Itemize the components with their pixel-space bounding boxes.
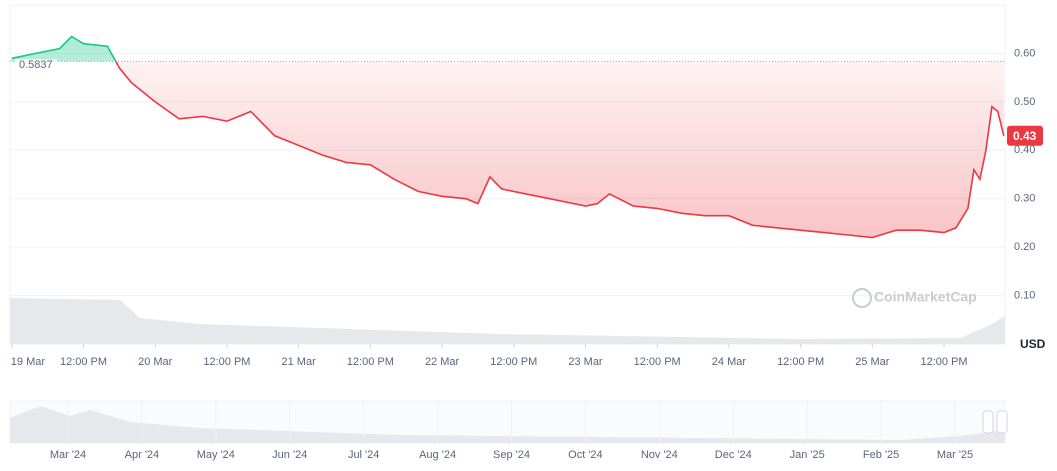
- y-axis-label: USD: [1020, 337, 1046, 351]
- y-tick-label: 0.20: [1014, 241, 1035, 253]
- navigator-label: Aug '24: [419, 449, 456, 461]
- x-tick-label: 12:00 PM: [920, 356, 967, 368]
- x-tick-label: 24 Mar: [712, 356, 747, 368]
- x-tick-label: 19 Mar: [11, 356, 46, 368]
- current-price-badge: [1007, 125, 1043, 146]
- navigator-handle[interactable]: [982, 410, 994, 434]
- volume-area: [10, 298, 1005, 344]
- area-below: [115, 61, 1004, 238]
- x-tick-label: 12:00 PM: [777, 356, 824, 368]
- x-tick-label: 22 Mar: [425, 356, 460, 368]
- y-tick-label: 0.10: [1014, 289, 1035, 301]
- x-tick-label: 12:00 PM: [203, 356, 250, 368]
- navigator-label: Jul '24: [348, 449, 379, 461]
- navigator-label: Oct '24: [568, 449, 603, 461]
- x-tick-label: 12:00 PM: [60, 356, 107, 368]
- x-tick-label: 12:00 PM: [347, 356, 394, 368]
- navigator-label: May '24: [197, 449, 235, 461]
- navigator-label: Mar '24: [50, 449, 86, 461]
- watermark-logo: [852, 288, 872, 308]
- x-tick-label: 21 Mar: [282, 356, 317, 368]
- x-tick-label: 12:00 PM: [634, 356, 681, 368]
- watermark: CoinMarketCap: [874, 289, 977, 305]
- navigator-area: [10, 406, 1005, 443]
- y-tick-label: 0.50: [1014, 96, 1035, 108]
- y-tick-label: 0.60: [1014, 47, 1035, 59]
- x-tick-label: 20 Mar: [138, 356, 173, 368]
- navigator-label: Mar '25: [937, 449, 973, 461]
- navigator-label: Jun '24: [272, 449, 307, 461]
- navigator-label: Jan '25: [790, 449, 825, 461]
- navigator-label: Apr '24: [125, 449, 160, 461]
- area-above: [11, 36, 1004, 62]
- navigator-label: Dec '24: [715, 449, 752, 461]
- navigator-handle[interactable]: [996, 410, 1008, 434]
- y-tick-label: 0.40: [1014, 144, 1035, 156]
- x-tick-label: 23 Mar: [568, 356, 603, 368]
- navigator-label: Feb '25: [863, 449, 899, 461]
- x-tick-label: 25 Mar: [855, 356, 890, 368]
- baseline-label: 0.5837: [19, 59, 53, 71]
- y-tick-label: 0.30: [1014, 193, 1035, 205]
- navigator-label: Nov '24: [641, 449, 678, 461]
- navigator-label: Sep '24: [493, 449, 530, 461]
- x-tick-label: 12:00 PM: [490, 356, 537, 368]
- baseline-label-box: [15, 59, 57, 73]
- price-line-down: [114, 61, 1005, 239]
- current-price-label: 0.43: [1013, 129, 1037, 143]
